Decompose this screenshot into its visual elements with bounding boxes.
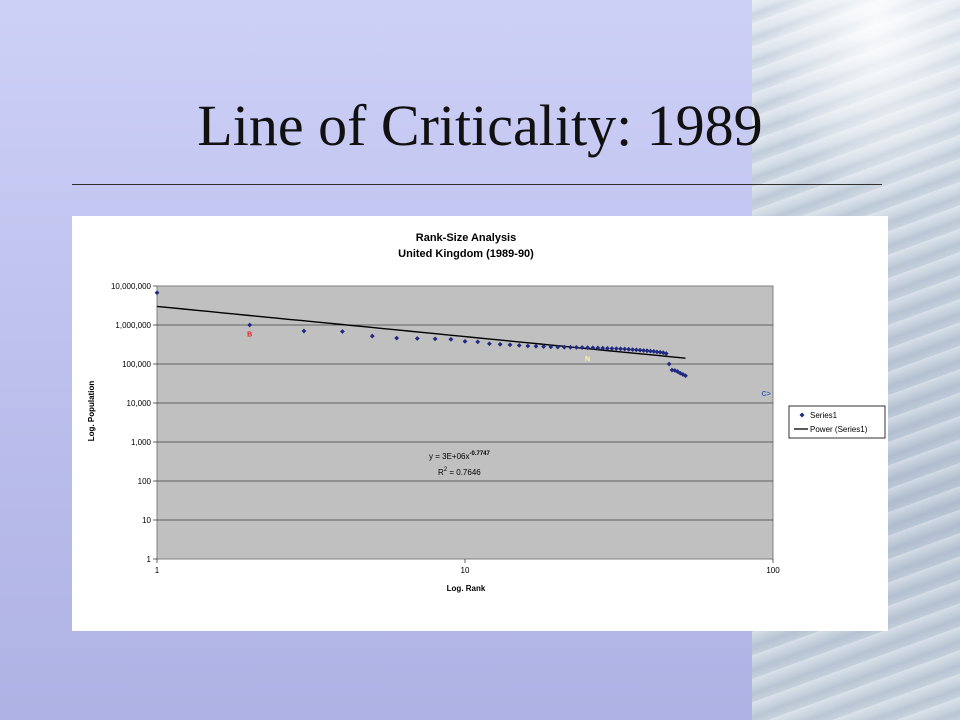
x-tick-label: 100 [766, 566, 780, 575]
data-point [561, 344, 567, 350]
gridlines [157, 324, 773, 521]
data-point [637, 347, 643, 353]
data-point [497, 341, 503, 347]
y-tick-label: 1,000 [131, 438, 152, 447]
x-tick-label: 1 [155, 566, 160, 575]
data-point [533, 343, 539, 349]
r-squared-label: R2 = 0.7646 [438, 467, 481, 477]
point-annotations: B N C> [247, 332, 771, 398]
data-point [613, 346, 619, 352]
data-point [683, 373, 688, 379]
chart-legend: Series1 Power (Series1) [788, 405, 886, 439]
trendline-equation: y = 3E+06x-0.7747 [429, 451, 490, 461]
data-point [340, 329, 345, 334]
data-point [448, 336, 454, 342]
data-point [605, 345, 610, 351]
data-point [630, 347, 635, 353]
point-annotation: N [585, 356, 590, 363]
data-point [548, 344, 554, 350]
legend-box [788, 405, 886, 439]
data-point [641, 348, 646, 353]
data-point [579, 345, 585, 350]
y-tick-label: 1,000,000 [115, 321, 151, 330]
data-point [432, 336, 438, 342]
data-point [654, 349, 660, 355]
data-point [516, 342, 522, 348]
y-tick-label: 100,000 [122, 360, 151, 369]
legend-power-label: Power (Series1) [810, 425, 868, 434]
data-point [622, 346, 628, 352]
point-annotation: B [247, 332, 252, 339]
data-point [475, 339, 481, 345]
legend-diamond-marker [799, 412, 805, 418]
data-point [675, 369, 680, 374]
y-axis-ticks: 1 10 100 1,000 10,000 100,000 1,000,000 10,000,… [111, 282, 157, 564]
data-point [462, 338, 468, 344]
data-point [568, 344, 573, 350]
rank-size-chart: Rank-Size Analysis United Kingdom (1989-… [87, 232, 886, 593]
y-tick-label: 10,000 [127, 399, 152, 408]
legend-series1-label: Series1 [810, 411, 838, 420]
dune-highlight [752, 0, 960, 220]
y-tick-label: 1 [147, 555, 152, 564]
point-annotation: C> [762, 391, 771, 398]
x-tick-label: 10 [461, 566, 470, 575]
chart-container: Rank-Size Analysis United Kingdom (1989-… [72, 216, 888, 631]
chart-subtitle: United Kingdom (1989-90) [398, 248, 534, 260]
y-tick-label: 10 [142, 516, 151, 525]
x-axis-label: Log. Rank [447, 584, 486, 593]
data-point [595, 345, 601, 351]
data-point [414, 336, 420, 341]
data-point [644, 348, 650, 354]
data-point [626, 346, 632, 352]
data-point [394, 335, 400, 341]
data-point [301, 328, 307, 334]
series1-points [154, 290, 688, 379]
data-point [585, 345, 590, 351]
slide-title: Line of Criticality: 1989 [197, 93, 763, 158]
title-divider [72, 184, 882, 185]
data-point [651, 349, 657, 354]
data-point [648, 348, 653, 354]
y-axis-label: Log. Population [87, 381, 96, 442]
data-point [663, 351, 669, 356]
y-tick-label: 100 [138, 477, 152, 486]
data-point [657, 349, 663, 355]
data-point [555, 344, 561, 350]
data-point [507, 342, 513, 348]
data-point [618, 346, 623, 352]
data-point [609, 346, 615, 351]
plot-area [156, 285, 774, 560]
y-tick-label: 10,000,000 [111, 282, 152, 291]
data-point [633, 347, 639, 353]
data-point [600, 345, 606, 351]
data-point [486, 341, 492, 347]
x-axis-ticks: 1 10 100 [155, 559, 780, 575]
chart-title: Rank-Size Analysis [416, 232, 516, 244]
data-point [541, 344, 547, 349]
